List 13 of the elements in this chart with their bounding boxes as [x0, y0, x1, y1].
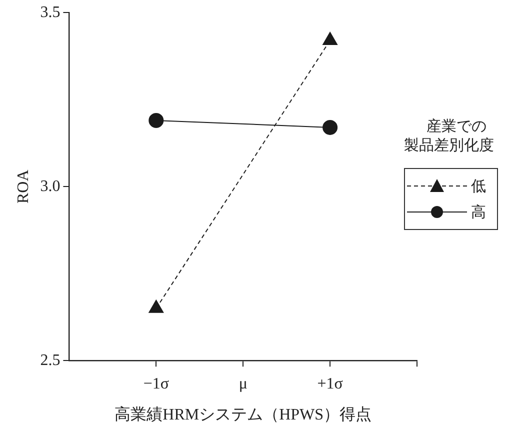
point — [148, 112, 164, 128]
legend-label: 高 — [471, 203, 486, 222]
y-tick-label: 2.5 — [40, 352, 60, 369]
legend-label: 低 — [471, 178, 486, 196]
x-axis-title: 高業績HRMシステム（HPWS）得点 — [114, 406, 372, 424]
legend-title: 産業での製品差別化度 — [404, 118, 494, 156]
y-tick-label: 3.5 — [40, 4, 60, 21]
x-tick-label: +1σ — [317, 375, 344, 392]
x-tick-label: −1σ — [143, 375, 170, 392]
point — [322, 120, 338, 135]
y-axis-title: ROA — [14, 169, 32, 204]
y-tick-label: 3.0 — [40, 178, 60, 195]
x-tick-label: μ — [238, 375, 248, 392]
